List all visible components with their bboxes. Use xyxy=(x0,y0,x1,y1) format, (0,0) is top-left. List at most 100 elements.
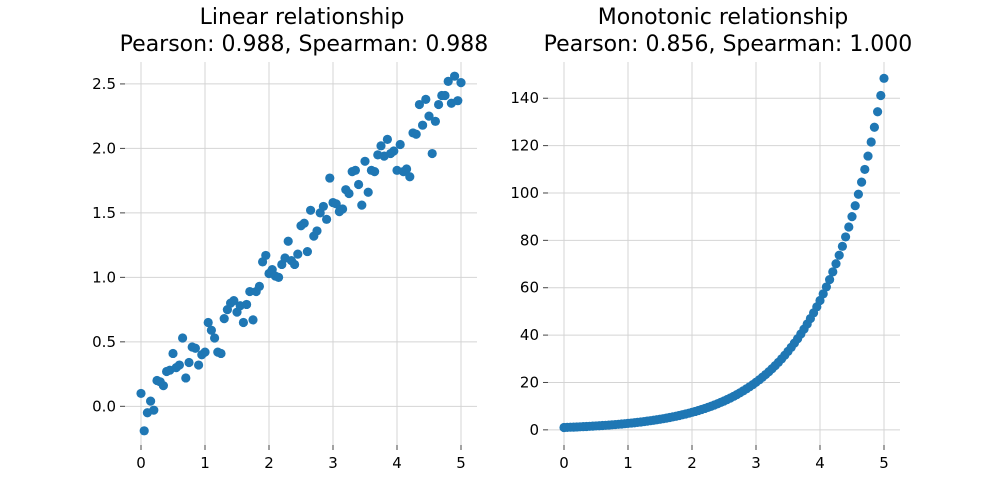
linear-data-point xyxy=(219,314,229,324)
monotonic-data-point xyxy=(876,90,886,101)
linear-data-point xyxy=(216,348,226,359)
linear-x-tick-label: 2 xyxy=(264,454,274,472)
monotonic-x-tick-label: 5 xyxy=(879,454,889,472)
monotonic-data-point xyxy=(879,73,889,83)
linear-data-point xyxy=(283,236,293,246)
linear-data-point xyxy=(430,116,440,126)
linear-data-point xyxy=(427,148,437,159)
linear-x-tick-label: 5 xyxy=(456,454,466,472)
linear-data-point xyxy=(440,90,450,101)
linear-data-point xyxy=(453,96,463,106)
linear-data-point xyxy=(414,99,424,110)
linear-data-point xyxy=(354,179,364,190)
linear-x-tick-label: 3 xyxy=(328,454,338,472)
monotonic-data-point xyxy=(853,189,864,199)
monotonic-title: Monotonic relationship xyxy=(598,5,848,30)
monotonic-data-point xyxy=(873,107,883,117)
linear-data-point xyxy=(411,129,421,139)
linear-data-point xyxy=(418,120,428,130)
monotonic-y-tick-label: 60 xyxy=(520,279,539,297)
linear-data-point xyxy=(302,246,312,257)
linear-data-point xyxy=(181,373,191,383)
linear-points xyxy=(136,71,466,436)
linear-data-point xyxy=(424,111,434,121)
monotonic-y-tick-label: 20 xyxy=(520,373,539,391)
linear-subtitle: Pearson: 0.988, Spearman: 0.988 xyxy=(120,32,489,57)
linear-data-point xyxy=(245,286,255,297)
monotonic-data-point xyxy=(828,267,838,277)
monotonic-y-tick-label: 120 xyxy=(510,137,539,155)
linear-data-point xyxy=(194,360,204,370)
monotonic-y-tick-label: 0 xyxy=(529,421,539,439)
monotonic-x-tick-label: 1 xyxy=(623,454,633,472)
linear-data-point xyxy=(389,146,399,156)
linear-data-point xyxy=(376,141,386,151)
monotonic-y-tick-label: 140 xyxy=(510,89,539,107)
linear-data-point xyxy=(338,204,348,214)
monotonic-data-point xyxy=(837,241,848,251)
monotonic-data-point xyxy=(844,222,854,232)
monotonic-data-point xyxy=(863,151,873,161)
linear-data-point xyxy=(261,250,271,261)
monotonic-data-point xyxy=(847,212,857,222)
linear-data-point xyxy=(290,259,300,270)
linear-y-tick-label: 0.0 xyxy=(92,397,116,415)
monotonic-subtitle: Pearson: 0.856, Spearman: 1.000 xyxy=(544,32,913,57)
linear-data-point xyxy=(184,357,194,368)
linear-data-point xyxy=(382,134,392,144)
linear-data-point xyxy=(350,165,360,175)
linear-data-point xyxy=(395,139,405,150)
linear-data-point xyxy=(344,188,354,199)
linear-y-tick-label: 0.5 xyxy=(92,333,116,351)
linear-x-tick-label: 0 xyxy=(136,454,146,472)
linear-data-point xyxy=(174,360,184,370)
monotonic-data-point xyxy=(860,164,870,175)
linear-ticks: 0 1 2 3 4 5 0.0 0.5 1.0 1.5 2.0 2.5 xyxy=(92,75,466,472)
monotonic-data-point xyxy=(818,289,828,299)
linear-data-point xyxy=(312,226,322,236)
monotonic-y-tick-label: 40 xyxy=(520,326,539,344)
monotonic-data-point xyxy=(850,201,860,211)
linear-data-point xyxy=(229,295,239,306)
linear-data-point xyxy=(210,333,220,343)
linear-data-point xyxy=(299,218,309,228)
monotonic-data-point xyxy=(831,259,841,269)
monotonic-data-point xyxy=(866,137,876,147)
linear-data-point xyxy=(402,164,412,174)
linear-data-point xyxy=(248,315,258,325)
linear-data-point xyxy=(370,167,380,177)
linear-data-point xyxy=(178,333,188,343)
monotonic-x-tick-label: 3 xyxy=(751,454,761,472)
linear-data-point xyxy=(146,396,156,406)
linear-x-tick-label: 1 xyxy=(200,454,210,472)
linear-y-tick-label: 1.5 xyxy=(92,204,116,222)
linear-data-point xyxy=(203,317,213,328)
linear-x-tick-label: 4 xyxy=(392,454,402,472)
linear-y-tick-label: 1.0 xyxy=(92,268,116,286)
linear-data-point xyxy=(149,405,159,415)
linear-data-point xyxy=(139,426,149,436)
linear-subplot: Linear relationship Pearson: 0.988, Spea… xyxy=(92,5,488,472)
linear-data-point xyxy=(206,325,216,335)
monotonic-data-point xyxy=(821,282,832,292)
monotonic-y-tick-label: 80 xyxy=(520,231,539,249)
monotonic-ticks: 0 1 2 3 4 5 0 20 40 60 80 100 120 140 xyxy=(510,89,888,472)
linear-data-point xyxy=(168,348,178,359)
monotonic-data-point xyxy=(841,232,851,242)
monotonic-x-tick-label: 4 xyxy=(815,454,825,472)
monotonic-data-point xyxy=(825,275,835,285)
linear-title: Linear relationship xyxy=(200,5,405,30)
monotonic-points xyxy=(559,73,889,433)
monotonic-subplot: Monotonic relationship Pearson: 0.856, S… xyxy=(510,5,912,472)
monotonic-x-tick-label: 0 xyxy=(559,454,569,472)
monotonic-data-point xyxy=(857,177,867,187)
linear-data-point xyxy=(325,173,335,183)
linear-data-point xyxy=(238,317,248,328)
linear-data-point xyxy=(322,214,332,224)
linear-data-point xyxy=(242,299,252,310)
linear-data-point xyxy=(360,156,370,166)
linear-y-tick-label: 2.5 xyxy=(92,75,116,93)
linear-data-point xyxy=(190,343,200,353)
linear-data-point xyxy=(293,249,303,259)
